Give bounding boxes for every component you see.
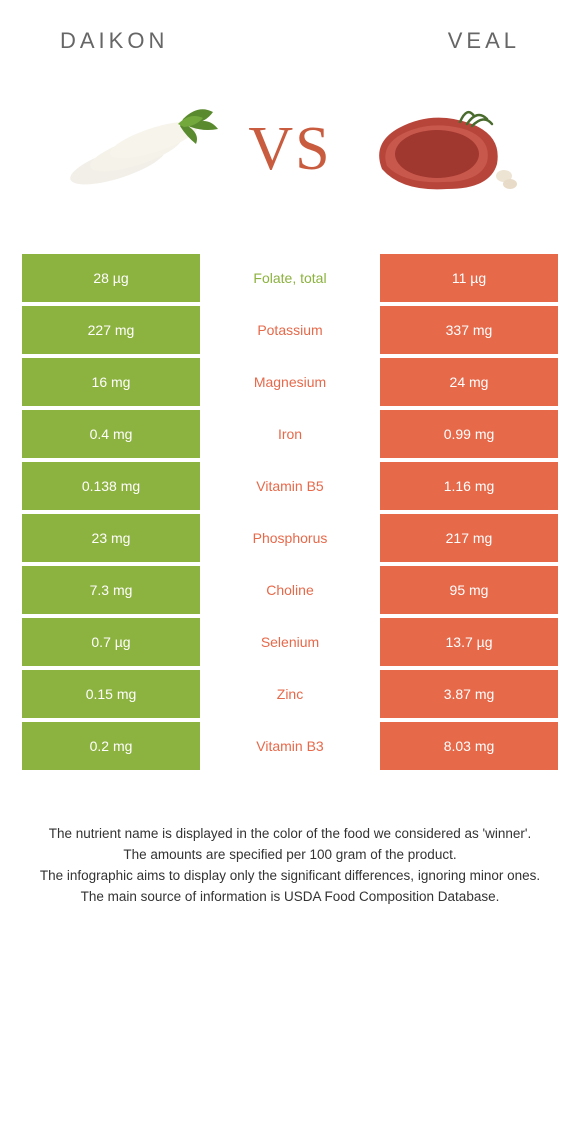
nutrient-row: 0.4 mgIron0.99 mg xyxy=(22,410,558,458)
right-value: 337 mg xyxy=(380,306,558,354)
vs-section: VS xyxy=(0,54,580,254)
nutrient-label: Iron xyxy=(200,410,380,458)
veal-image xyxy=(352,94,522,204)
footnote-line: The infographic aims to display only the… xyxy=(30,866,550,887)
right-value: 3.87 mg xyxy=(380,670,558,718)
nutrient-label: Magnesium xyxy=(200,358,380,406)
nutrient-label: Folate, total xyxy=(200,254,380,302)
header: DAIKON VEAL xyxy=(0,0,580,54)
nutrient-row: 0.138 mgVitamin B51.16 mg xyxy=(22,462,558,510)
left-value: 0.7 µg xyxy=(22,618,200,666)
right-value: 0.99 mg xyxy=(380,410,558,458)
nutrient-row: 0.15 mgZinc3.87 mg xyxy=(22,670,558,718)
footnote-line: The main source of information is USDA F… xyxy=(30,887,550,908)
left-food-title: DAIKON xyxy=(60,28,168,54)
left-value: 0.2 mg xyxy=(22,722,200,770)
nutrient-row: 0.7 µgSelenium13.7 µg xyxy=(22,618,558,666)
vs-label: VS xyxy=(248,114,331,185)
nutrient-label: Selenium xyxy=(200,618,380,666)
nutrient-row: 16 mgMagnesium24 mg xyxy=(22,358,558,406)
nutrient-label: Zinc xyxy=(200,670,380,718)
nutrient-row: 7.3 mgCholine95 mg xyxy=(22,566,558,614)
nutrient-label: Vitamin B5 xyxy=(200,462,380,510)
left-value: 7.3 mg xyxy=(22,566,200,614)
left-value: 0.138 mg xyxy=(22,462,200,510)
footnotes: The nutrient name is displayed in the co… xyxy=(0,774,580,908)
daikon-image xyxy=(58,94,228,204)
nutrient-label: Phosphorus xyxy=(200,514,380,562)
right-value: 95 mg xyxy=(380,566,558,614)
left-value: 0.4 mg xyxy=(22,410,200,458)
nutrient-row: 28 µgFolate, total11 µg xyxy=(22,254,558,302)
nutrient-label: Vitamin B3 xyxy=(200,722,380,770)
nutrient-table: 28 µgFolate, total11 µg227 mgPotassium33… xyxy=(22,254,558,770)
right-value: 8.03 mg xyxy=(380,722,558,770)
left-value: 23 mg xyxy=(22,514,200,562)
footnote-line: The amounts are specified per 100 gram o… xyxy=(30,845,550,866)
left-value: 227 mg xyxy=(22,306,200,354)
nutrient-row: 0.2 mgVitamin B38.03 mg xyxy=(22,722,558,770)
right-value: 217 mg xyxy=(380,514,558,562)
right-food-title: VEAL xyxy=(448,28,520,54)
nutrient-label: Potassium xyxy=(200,306,380,354)
right-value: 11 µg xyxy=(380,254,558,302)
nutrient-row: 227 mgPotassium337 mg xyxy=(22,306,558,354)
footnote-line: The nutrient name is displayed in the co… xyxy=(30,824,550,845)
left-value: 28 µg xyxy=(22,254,200,302)
nutrient-row: 23 mgPhosphorus217 mg xyxy=(22,514,558,562)
right-value: 13.7 µg xyxy=(380,618,558,666)
nutrient-label: Choline xyxy=(200,566,380,614)
right-value: 24 mg xyxy=(380,358,558,406)
right-value: 1.16 mg xyxy=(380,462,558,510)
left-value: 16 mg xyxy=(22,358,200,406)
left-value: 0.15 mg xyxy=(22,670,200,718)
